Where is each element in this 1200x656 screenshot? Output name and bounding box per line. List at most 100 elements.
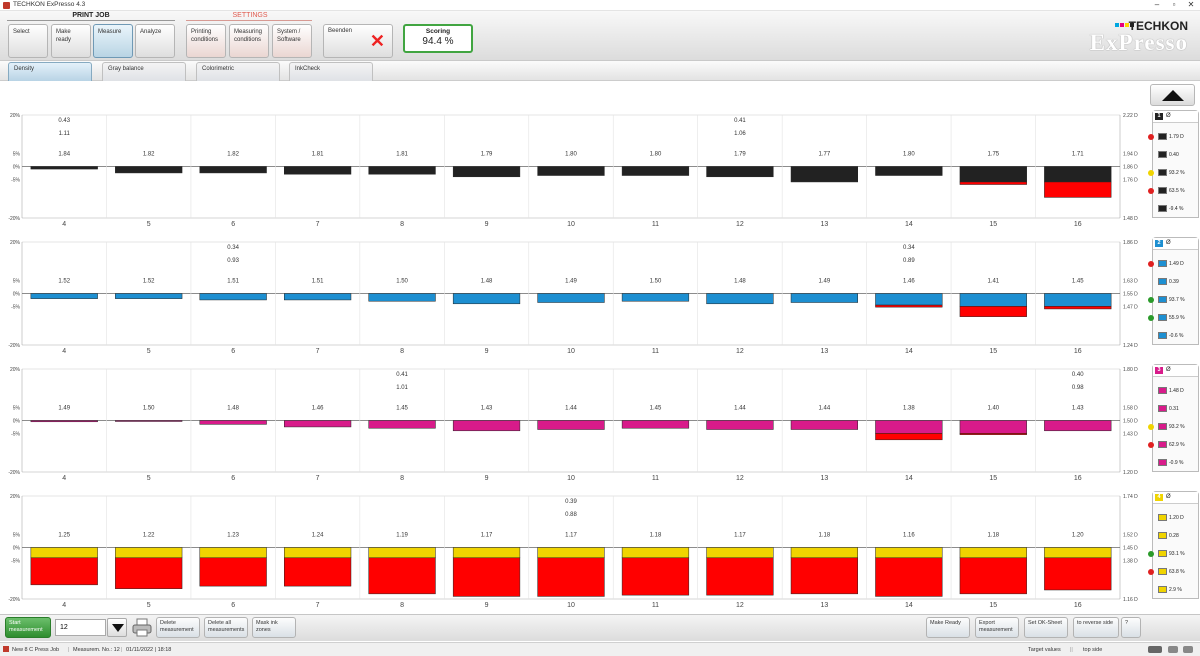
measure-button[interactable]: Measure — [93, 24, 133, 58]
tolerance-excess-bar — [706, 557, 774, 596]
zone-number-label: 6 — [231, 221, 235, 228]
deviation-bar — [1044, 293, 1112, 307]
export-measurement-button[interactable]: Export measurement — [975, 617, 1019, 638]
logo-magenta-square — [1120, 23, 1124, 27]
delete-all-measurements-button[interactable]: Delete all measurements — [204, 617, 248, 638]
legend-value: 63.8 % — [1169, 569, 1185, 575]
measuring-conditions-button[interactable]: Measuring conditions — [229, 24, 269, 58]
density-value-label: 1.48 — [734, 279, 746, 285]
print-button[interactable] — [131, 617, 153, 638]
job-icon — [3, 646, 9, 652]
system-software-button[interactable]: System / Software — [272, 24, 312, 58]
legend-row: 1.20 D — [1153, 512, 1198, 524]
maximize-icon[interactable]: ▫ — [1172, 0, 1176, 9]
help-button[interactable]: ? — [1121, 617, 1141, 638]
tolerance-excess-bar — [537, 557, 605, 597]
measurement-tabs: Density Gray balance Colorimetric InkChe… — [0, 61, 1200, 81]
product-name: ExPresso — [1089, 30, 1188, 55]
deviation-bar — [199, 547, 267, 559]
start-measurement-button[interactable]: Start measurement — [5, 617, 51, 638]
zone-number-label: 12 — [736, 602, 744, 609]
reverse-side-button[interactable]: to reverse side — [1073, 617, 1119, 638]
zone-number-label: 4 — [62, 221, 66, 228]
settings-group-label: SETTINGS — [232, 12, 268, 19]
printing-conditions-button[interactable]: Printing conditions — [186, 24, 226, 58]
ink-swatch-icon — [1158, 441, 1167, 448]
measurement-number-input[interactable] — [55, 619, 106, 636]
y2-tick-label: 1.63 D — [1123, 279, 1138, 285]
minimize-icon[interactable]: – — [1154, 0, 1160, 9]
deviation-bar — [875, 547, 943, 559]
y2-tick-label: 1.74 D — [1123, 494, 1138, 500]
zone-number-label: 12 — [736, 221, 744, 228]
tolerance-excess-bar — [1044, 306, 1112, 310]
density-value-label: 1.17 — [565, 533, 577, 539]
extra-value-label: 0.34 — [903, 245, 915, 251]
tolerance-excess-bar — [959, 433, 1027, 435]
tab-inkcheck[interactable]: InkCheck — [289, 62, 373, 81]
y2-tick-label: 1.47 D — [1123, 304, 1138, 310]
density-value-label: 1.50 — [143, 406, 155, 412]
status-dot-icon — [1148, 315, 1154, 321]
deviation-bar — [959, 547, 1027, 559]
deviation-bar — [30, 166, 98, 170]
density-value-label: 1.38 — [903, 406, 915, 412]
density-value-label: 1.45 — [650, 406, 662, 412]
zone-number-label: 10 — [567, 602, 575, 609]
y-tick-label: -20% — [8, 216, 20, 222]
ink-swatch-icon — [1158, 405, 1167, 412]
ink-swatch-icon — [1158, 550, 1167, 557]
tab-colorimetric[interactable]: Colorimetric — [196, 62, 280, 81]
legend-value: 0.31 — [1169, 406, 1179, 412]
legend-row: 1.49 D — [1148, 258, 1198, 270]
tolerance-excess-bar — [452, 557, 521, 597]
zone-number-label: 13 — [820, 221, 828, 228]
exit-button[interactable]: Beenden ✕ — [323, 24, 393, 58]
density-value-label: 1.43 — [1072, 406, 1084, 412]
legend-row: 93.1 % — [1148, 548, 1198, 560]
density-value-label: 1.48 — [227, 406, 239, 412]
deviation-bar — [199, 420, 267, 425]
status-dot-icon — [1148, 188, 1154, 194]
tab-gray-balance[interactable]: Gray balance — [102, 62, 186, 81]
make-ready-bottom-button[interactable]: Make Ready — [926, 617, 970, 638]
close-icon[interactable]: ✕ — [1187, 0, 1195, 9]
tab-density[interactable]: Density — [8, 62, 92, 81]
ink-badge: 2 — [1155, 240, 1163, 247]
deviation-bar — [1044, 547, 1112, 559]
scoring-label: Scoring — [425, 28, 451, 35]
deviation-bar — [959, 293, 1027, 307]
zone-number-label: 6 — [231, 602, 235, 609]
y2-tick-label: 1.48 D — [1123, 216, 1138, 222]
legend-row: 93.7 % — [1148, 294, 1198, 306]
zone-number-label: 5 — [147, 348, 151, 355]
legend-row: -0.9 % — [1153, 457, 1198, 469]
ink-swatch-icon — [1158, 296, 1167, 303]
zone-number-label: 11 — [652, 602, 659, 609]
legend-value: -0.9 % — [1169, 460, 1184, 466]
deviation-bar — [115, 293, 183, 299]
tolerance-excess-bar — [621, 557, 690, 596]
mask-ink-zones-button[interactable]: Mask ink zones — [252, 617, 296, 638]
delete-measurement-button[interactable]: Delete measurement — [156, 617, 200, 638]
make-ready-button[interactable]: Make ready — [51, 24, 91, 58]
status-dot-icon — [1148, 297, 1154, 303]
zone-number-label: 5 — [147, 475, 151, 482]
legend-value: 2.9 % — [1169, 587, 1182, 593]
tolerance-excess-bar — [30, 557, 98, 586]
scroll-up-button[interactable] — [1150, 84, 1195, 106]
zone-number-label: 6 — [231, 348, 235, 355]
legend-row: 0.28 — [1153, 530, 1198, 542]
extra-value-label: 0.41 — [734, 118, 746, 124]
analyze-button[interactable]: Analyze — [135, 24, 175, 58]
deviation-bar — [790, 166, 858, 183]
status-measurement: Measurem. No.: 12 — [73, 647, 120, 653]
density-value-label: 1.44 — [565, 406, 577, 412]
measurement-dropdown-button[interactable] — [107, 618, 127, 637]
set-ok-sheet-button[interactable]: Set OK-Sheet — [1024, 617, 1068, 638]
y-tick-label: 0% — [13, 419, 21, 425]
select-button[interactable]: Select — [8, 24, 48, 58]
deviation-bar — [368, 547, 436, 559]
legend-row: 1.48 D — [1153, 385, 1198, 397]
status-dot-icon — [1148, 551, 1154, 557]
